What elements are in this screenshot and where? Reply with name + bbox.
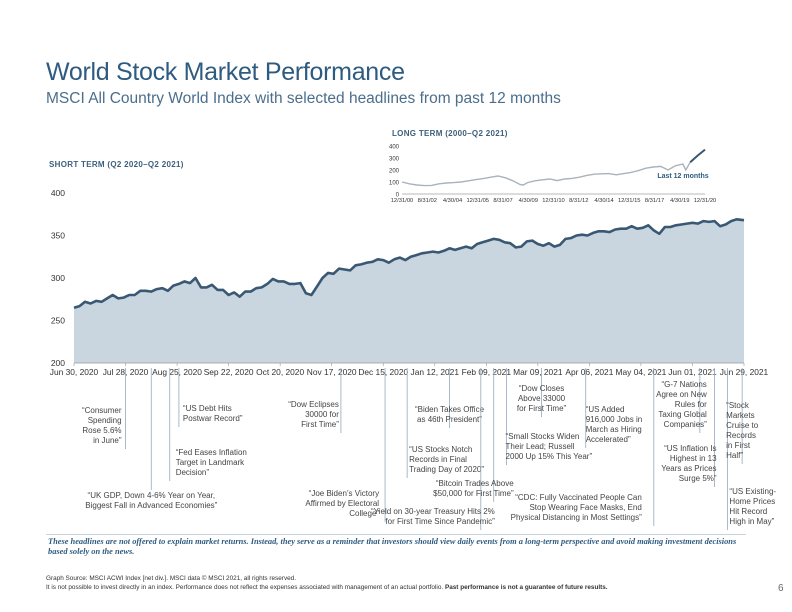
source-note: Graph Source: MSCI ACWI Index [net div.]… — [46, 575, 608, 592]
long-term-label: LONG TERM (2000–Q2 2021) — [392, 129, 508, 138]
inset-x-tick-label: 12/31/15 — [618, 198, 641, 204]
short-term-area — [74, 219, 744, 363]
page-number: 6 — [778, 583, 784, 594]
y-tick-label: 250 — [51, 316, 65, 326]
inset-x-tick-label: 8/31/02 — [418, 198, 437, 204]
x-tick-label: Jun 29, 2021 — [720, 367, 769, 377]
headline-small-stocks: “Small Stocks Widen Their Lead; Russell 20… — [506, 432, 593, 461]
source-line-2: It is not possible to invest directly in… — [46, 584, 608, 593]
inset-x-tick-label: 8/31/07 — [493, 198, 512, 204]
x-tick-label: May 04, 2021 — [616, 367, 667, 377]
inset-y-tick-label: 0 — [396, 193, 400, 199]
x-tick-label: Jan 12, 2021 — [411, 367, 460, 377]
headline-g7-tax: “G-7 Nations Agree on New Rules for Taxing … — [656, 380, 707, 429]
headline-fed-inflation: “Fed Eases Inflation Target in Landmark De… — [176, 448, 247, 477]
headline-home-prices: “US Existing-Home Prices Hit Record High i… — [729, 487, 776, 526]
headline-biden-victory: “Joe Biden’s Victory Affirmed by Electora… — [305, 489, 379, 518]
headline-biden-office: “Biden Takes Office as 46th President” — [415, 405, 485, 424]
headline-cdc-masks: “CDC: Fully Vaccinated People Can Stop We… — [511, 493, 643, 522]
short-term-label: SHORT TERM (Q2 2020–Q2 2021) — [49, 160, 184, 169]
divider — [46, 534, 746, 535]
headline-us-jobs: “US Added 916,000 Jobs in March as Hiring A… — [586, 405, 643, 444]
inset-x-tick-label: 4/30/14 — [594, 198, 614, 204]
headline-dow-33000: “Dow Closes Above 33000 for First Time” — [517, 384, 567, 413]
headline-yield-2: “Yield on 30-year Treasury Hits 2% for Fi… — [371, 507, 495, 526]
x-tick-label: Mar 09, 2021 — [513, 367, 563, 377]
x-tick-label: Feb 09, 2021 — [462, 367, 512, 377]
long-term-last-12-months-line — [689, 148, 706, 163]
inset-x-tick-label: 12/31/10 — [542, 198, 565, 204]
x-tick-label: Sep 22, 2020 — [204, 367, 254, 377]
headline-dow-30000: “Dow Eclipses 30000 for First Time” — [288, 400, 339, 429]
page-title: World Stock Market Performance — [46, 58, 405, 86]
headline-uk-gdp: “UK GDP, Down 4-6% Year on Year, Biggest … — [85, 491, 217, 510]
short-term-line — [73, 218, 745, 310]
x-tick-label: Dec 15, 2020 — [358, 367, 408, 377]
headline-us-inflation: “US Inflation Is Highest in 13 Years as Pr… — [661, 444, 717, 483]
page-subtitle: MSCI All Country World Index with select… — [46, 90, 561, 107]
past-performance-note: Past performance is not a guarantee of f… — [444, 583, 608, 591]
inset-y-tick-label: 100 — [389, 181, 400, 187]
inset-y-tick-label: 200 — [389, 169, 400, 175]
inset-x-tick-label: 12/31/05 — [466, 198, 489, 204]
source-line-2a: It is not possible to invest directly in… — [46, 583, 445, 591]
x-tick-label: Apr 06, 2021 — [565, 367, 613, 377]
headline-bitcoin: “Bitcoin Trades Above $50,000 for First T… — [433, 479, 514, 498]
y-tick-label: 400 — [51, 188, 65, 198]
inset-x-tick-label: 4/30/04 — [443, 198, 463, 204]
x-tick-label: Jun 30, 2020 — [50, 367, 99, 377]
inset-y-tick-label: 300 — [389, 157, 400, 163]
y-tick-label: 200 — [51, 358, 65, 368]
inset-x-tick-label: 4/30/19 — [670, 198, 689, 204]
headline-us-stocks-notch: “US Stocks Notch Records in Final Trading … — [409, 445, 484, 474]
headline-us-debt: “US Debt Hits Postwar Record” — [183, 404, 243, 423]
x-tick-label: Oct 20, 2020 — [256, 367, 304, 377]
headline-stock-markets-records: “Stock Markets Cruise to Records in First Hal… — [726, 401, 759, 460]
long-term-line — [401, 161, 691, 187]
inset-note: Last 12 months — [657, 173, 708, 180]
y-tick-label: 300 — [51, 273, 65, 283]
x-tick-label: Jun 01, 2021 — [668, 367, 717, 377]
headline-consumer-spending: “Consumer Spending Rose 5.6% in June” — [82, 406, 122, 445]
x-tick-label: Nov 17, 2020 — [307, 367, 357, 377]
inset-y-tick-label: 400 — [389, 145, 400, 151]
inset-x-tick-label: 12/31/20 — [694, 198, 717, 204]
inset-x-tick-label: 8/31/17 — [645, 198, 664, 204]
y-tick-label: 350 — [51, 231, 65, 241]
disclaimer-text: These headlines are not offered to expla… — [48, 537, 737, 556]
inset-x-tick-label: 4/30/09 — [519, 198, 538, 204]
x-tick-label: Aug 25, 2020 — [152, 367, 202, 377]
inset-x-tick-label: 8/31/12 — [569, 198, 588, 204]
inset-x-tick-label: 12/31/00 — [391, 198, 414, 204]
source-line-1: Graph Source: MSCI ACWI Index [net div.]… — [46, 575, 297, 582]
